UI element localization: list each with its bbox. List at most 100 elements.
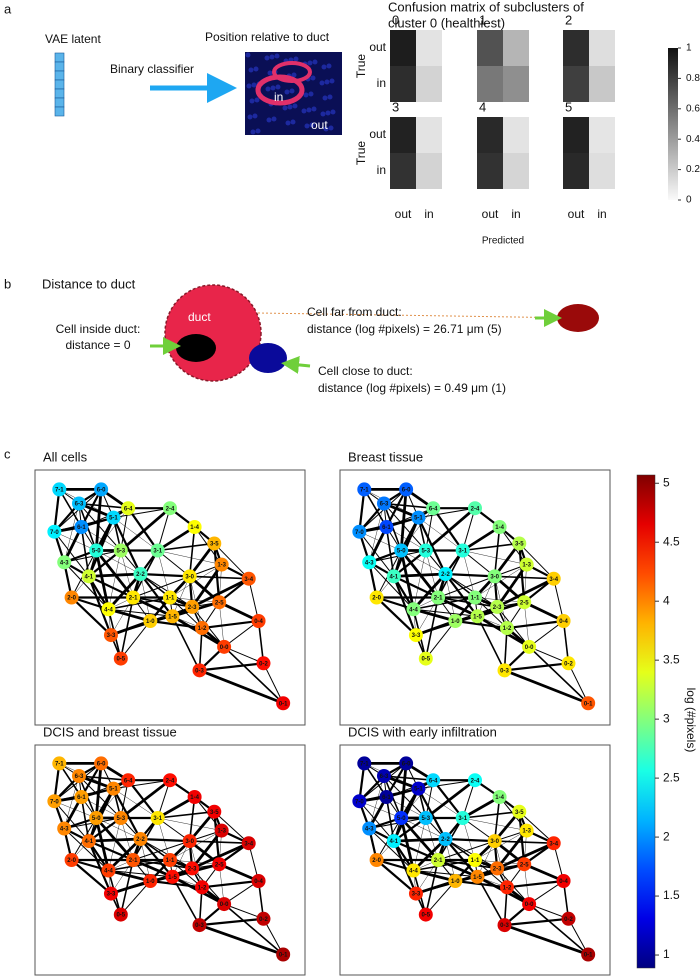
node-label: 7-0 [50, 799, 59, 805]
graph-node [150, 811, 165, 825]
node-label: 4-4 [104, 607, 113, 613]
node-label: 1-1 [166, 858, 175, 864]
node-label: 1-4 [190, 525, 199, 531]
graph-edge [169, 597, 220, 603]
cm-colorbar-tick-label: 0 [686, 195, 692, 206]
graph-node [448, 874, 463, 888]
graph-edge [462, 817, 527, 831]
tissue-dot [251, 82, 257, 88]
graph-node [241, 571, 256, 586]
graph-edge [96, 780, 129, 819]
graph-node [101, 863, 116, 878]
graph-edge [413, 607, 456, 623]
graph-node [194, 880, 209, 895]
node-label: 0-4 [254, 879, 263, 885]
cm-cell [563, 117, 589, 153]
distance-line [257, 312, 579, 319]
tissue-dot [247, 114, 253, 120]
graph-node [455, 543, 470, 558]
graph-node [426, 773, 441, 788]
node-label: 0-3 [195, 923, 204, 929]
graph-edge [108, 817, 121, 871]
graph-edge [132, 596, 174, 618]
graph-node [512, 804, 527, 819]
graph-edge [401, 780, 434, 819]
cm-cell [390, 30, 416, 66]
graph-edge [413, 550, 426, 610]
panel-label: c [4, 446, 11, 461]
node-label: 1-1 [471, 858, 480, 864]
graph-edge [425, 508, 434, 551]
node-label: 2-5 [520, 600, 529, 606]
node-label: 4-1 [389, 574, 398, 580]
node-label: 0-5 [116, 657, 125, 663]
graph-edge [437, 596, 498, 608]
graph-node [431, 590, 446, 605]
node-label: 0-2 [564, 661, 573, 667]
graph-edge [157, 550, 222, 565]
node-label: 2-0 [67, 596, 76, 602]
graph-title: DCIS and breast tissue [43, 724, 177, 739]
node-label: 7-1 [55, 487, 64, 493]
graph-node [52, 482, 67, 497]
graph-node [256, 656, 271, 671]
node-label: 0-3 [195, 668, 204, 674]
graph-node [113, 811, 128, 825]
node-label: 3-0 [490, 574, 499, 580]
node-label: 3-5 [210, 542, 219, 548]
graph-edge [223, 903, 264, 920]
colorbar-tick-label: 3 [663, 711, 670, 725]
graph-node [418, 811, 433, 825]
graph-node [406, 602, 421, 617]
node-label: 1-2 [198, 885, 207, 891]
graph-node [499, 880, 514, 895]
graph-edge [81, 507, 129, 528]
cm-cell [477, 66, 503, 102]
graph-edge [425, 620, 456, 659]
graph-node [121, 501, 136, 516]
inside-text: distance = 0 [65, 338, 130, 352]
node-label: 0-1 [279, 953, 288, 959]
graph-node [57, 555, 72, 570]
latent-unit [54, 106, 65, 117]
graph-node [522, 639, 537, 654]
graph-edge [80, 488, 103, 528]
node-label: 2-4 [166, 506, 175, 512]
graph-node [490, 861, 505, 876]
graph-node [251, 614, 266, 628]
graph-edge [496, 841, 555, 870]
graph-node [394, 811, 409, 825]
node-label: 7-1 [360, 761, 369, 767]
tissue-dot [248, 67, 254, 73]
tissue-dot [312, 59, 318, 65]
graph-edge [78, 502, 129, 509]
graph-edge [383, 503, 427, 551]
graph-edge [399, 550, 415, 610]
graph-edge [119, 507, 171, 552]
node-label: 0-1 [584, 953, 593, 959]
node-label: 1-0 [451, 619, 460, 625]
tissue-dot [253, 66, 259, 72]
graph-edge [63, 828, 109, 871]
node-label: 5-3 [421, 549, 430, 555]
graph-edge [393, 840, 439, 862]
classifier-label: Binary classifier [110, 62, 194, 76]
latent-unit [54, 97, 65, 108]
node-label: 2-2 [136, 837, 145, 843]
graph-edge [139, 838, 174, 878]
graph-edge [64, 503, 80, 563]
tissue-dot [264, 55, 270, 61]
node-label: 1-5 [168, 875, 177, 881]
graph-edge [139, 573, 174, 617]
graph-edge [445, 838, 498, 869]
graph-edge [190, 563, 223, 608]
node-label: 5-1 [109, 516, 118, 522]
graph-edge [140, 838, 193, 869]
graph-edge [263, 663, 284, 704]
graph-edge [213, 543, 250, 580]
tissue-dot [275, 84, 281, 90]
node-label: 4-4 [104, 869, 113, 875]
node-label: 5-3 [421, 816, 430, 822]
